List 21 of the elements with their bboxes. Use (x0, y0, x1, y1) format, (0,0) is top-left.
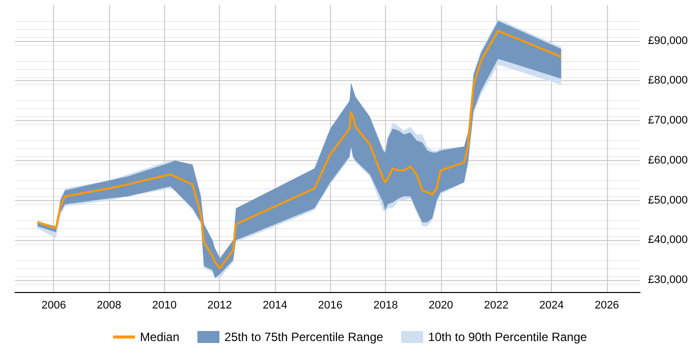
x-tick-label: 2006 (41, 300, 66, 312)
y-tick-label: £30,000 (648, 274, 688, 286)
x-tick-label: 2014 (262, 300, 288, 312)
x-tick-label: 2016 (318, 300, 343, 312)
y-tick-label: £50,000 (648, 194, 688, 206)
x-tick-label: 2026 (594, 300, 620, 312)
legend-label: 10th to 90th Percentile Range (428, 330, 588, 344)
y-tick-label: £40,000 (648, 234, 688, 246)
x-tick-label: 2018 (373, 300, 398, 312)
y-tick-label: £90,000 (648, 34, 688, 47)
x-tick-label: 2020 (428, 300, 454, 312)
y-tick-label: £70,000 (648, 114, 688, 127)
x-tick-label: 2024 (539, 300, 564, 312)
y-tick-label: £60,000 (648, 154, 688, 166)
legend-label: Median (140, 330, 180, 344)
legend-label: 25th to 75th Percentile Range (224, 330, 384, 344)
x-tick-label: 2008 (96, 300, 122, 312)
x-tick-label: 2012 (207, 300, 232, 312)
y-tick-label: £80,000 (648, 74, 688, 87)
x-tick-label: 2022 (484, 300, 508, 312)
x-tick-label: 2010 (152, 300, 177, 312)
